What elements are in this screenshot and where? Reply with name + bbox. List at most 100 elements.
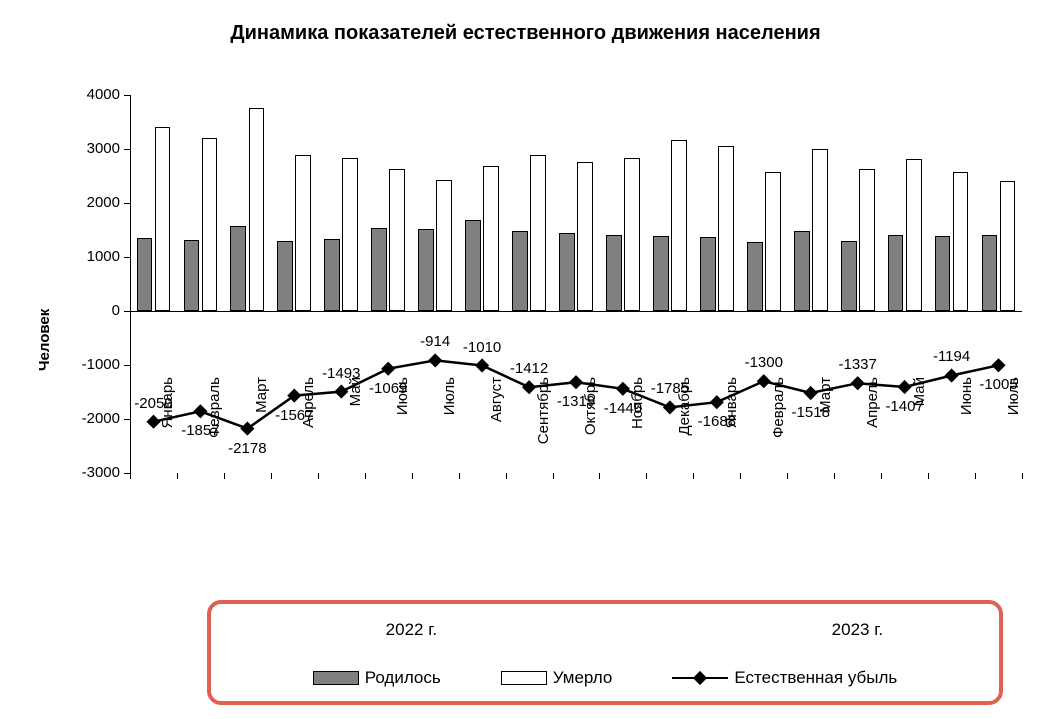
loss-data-label: -1493 — [322, 365, 360, 382]
y-axis-line — [130, 95, 131, 473]
x-category-label: Январь — [159, 377, 176, 487]
bar-died — [765, 172, 781, 311]
year-group-label: 2022 г. — [386, 620, 437, 640]
y-tick — [124, 419, 130, 420]
bar-born — [465, 220, 481, 311]
legend-label-loss: Естественная убыль — [734, 668, 897, 688]
loss-data-label: -1412 — [510, 360, 548, 377]
x-tick — [318, 473, 319, 479]
bar-born — [371, 228, 387, 311]
bar-died — [202, 138, 218, 311]
loss-marker — [428, 353, 442, 367]
x-tick — [224, 473, 225, 479]
bar-born — [935, 236, 951, 311]
loss-marker — [945, 368, 959, 382]
year-group-row: 2022 г.2023 г. — [211, 620, 999, 644]
bar-born — [418, 229, 434, 311]
x-tick — [177, 473, 178, 479]
x-category-label: Сентябрь — [535, 377, 552, 487]
x-tick — [881, 473, 882, 479]
loss-data-label: -1785 — [651, 380, 689, 397]
loss-marker — [663, 400, 677, 414]
loss-data-label: -1567 — [275, 407, 313, 424]
loss-data-label: -1857 — [181, 422, 219, 439]
bar-born — [653, 236, 669, 311]
loss-marker — [804, 386, 818, 400]
bar-died — [577, 162, 593, 311]
y-tick-label: -3000 — [65, 464, 120, 481]
bar-born — [606, 235, 622, 311]
x-tick — [412, 473, 413, 479]
x-category-label: Август — [488, 377, 505, 487]
bar-died — [155, 127, 171, 311]
bar-died — [624, 158, 640, 311]
bar-born — [747, 242, 763, 311]
x-tick — [646, 473, 647, 479]
bar-died — [436, 180, 452, 311]
y-tick-label: 1000 — [65, 248, 120, 265]
x-category-label: Май — [911, 377, 928, 487]
bar-died — [249, 108, 265, 311]
x-category-label: Апрель — [864, 377, 881, 487]
x-tick — [506, 473, 507, 479]
loss-data-label: -1337 — [838, 356, 876, 373]
loss-data-label: -1319 — [557, 393, 595, 410]
y-tick — [124, 95, 130, 96]
x-tick — [130, 473, 131, 479]
x-tick — [928, 473, 929, 479]
bar-died — [953, 172, 969, 311]
bar-born — [888, 235, 904, 311]
y-tick-label: 2000 — [65, 194, 120, 211]
loss-data-label: -1005 — [979, 376, 1017, 393]
loss-marker — [757, 374, 771, 388]
x-tick — [1022, 473, 1023, 479]
x-tick — [787, 473, 788, 479]
loss-data-label: -1069 — [369, 380, 407, 397]
bar-died — [718, 146, 734, 311]
legend-item-died: Умерло — [501, 668, 613, 688]
x-category-label: Март — [253, 377, 270, 487]
x-category-label: Март — [817, 377, 834, 487]
y-tick — [124, 149, 130, 150]
legend-label-born: Родилось — [365, 668, 441, 688]
legend-item-born: Родилось — [313, 668, 441, 688]
loss-data-label: -1518 — [792, 404, 830, 421]
bar-died — [1000, 181, 1016, 311]
y-tick-label: 0 — [65, 302, 120, 319]
x-tick — [693, 473, 694, 479]
loss-data-label: -1688 — [698, 413, 736, 430]
loss-marker — [851, 376, 865, 390]
bar-born — [184, 240, 200, 311]
x-category-label: Февраль — [770, 377, 787, 487]
bar-born — [982, 235, 998, 311]
bar-died — [859, 169, 875, 311]
loss-data-label: -1440 — [604, 400, 642, 417]
loss-marker — [991, 358, 1005, 372]
loss-data-label: -2050 — [134, 395, 172, 412]
loss-marker — [381, 362, 395, 376]
x-tick — [553, 473, 554, 479]
bar-born — [277, 241, 293, 311]
x-tick — [599, 473, 600, 479]
x-category-label: Июль — [1005, 377, 1022, 487]
bar-born — [841, 241, 857, 311]
x-tick — [365, 473, 366, 479]
chart-title: Динамика показателей естественного движе… — [0, 22, 1051, 45]
loss-marker — [898, 380, 912, 394]
legend-box: 2022 г.2023 г. Родилось Умерло Естествен… — [207, 600, 1003, 705]
loss-data-label: -1194 — [933, 348, 970, 365]
y-tick — [124, 257, 130, 258]
bar-died — [906, 159, 922, 311]
bar-born — [137, 238, 153, 311]
bar-born — [700, 237, 716, 311]
bar-died — [389, 169, 405, 311]
x-category-label: Ноябрь — [629, 377, 646, 487]
x-category-label: Январь — [723, 377, 740, 487]
x-category-label: Июнь — [958, 377, 975, 487]
x-tick — [975, 473, 976, 479]
bar-born — [324, 239, 340, 311]
loss-data-label: -1407 — [885, 398, 923, 415]
x-category-label: Май — [347, 377, 364, 487]
legend-swatch-died — [501, 671, 547, 685]
bar-died — [812, 149, 828, 311]
